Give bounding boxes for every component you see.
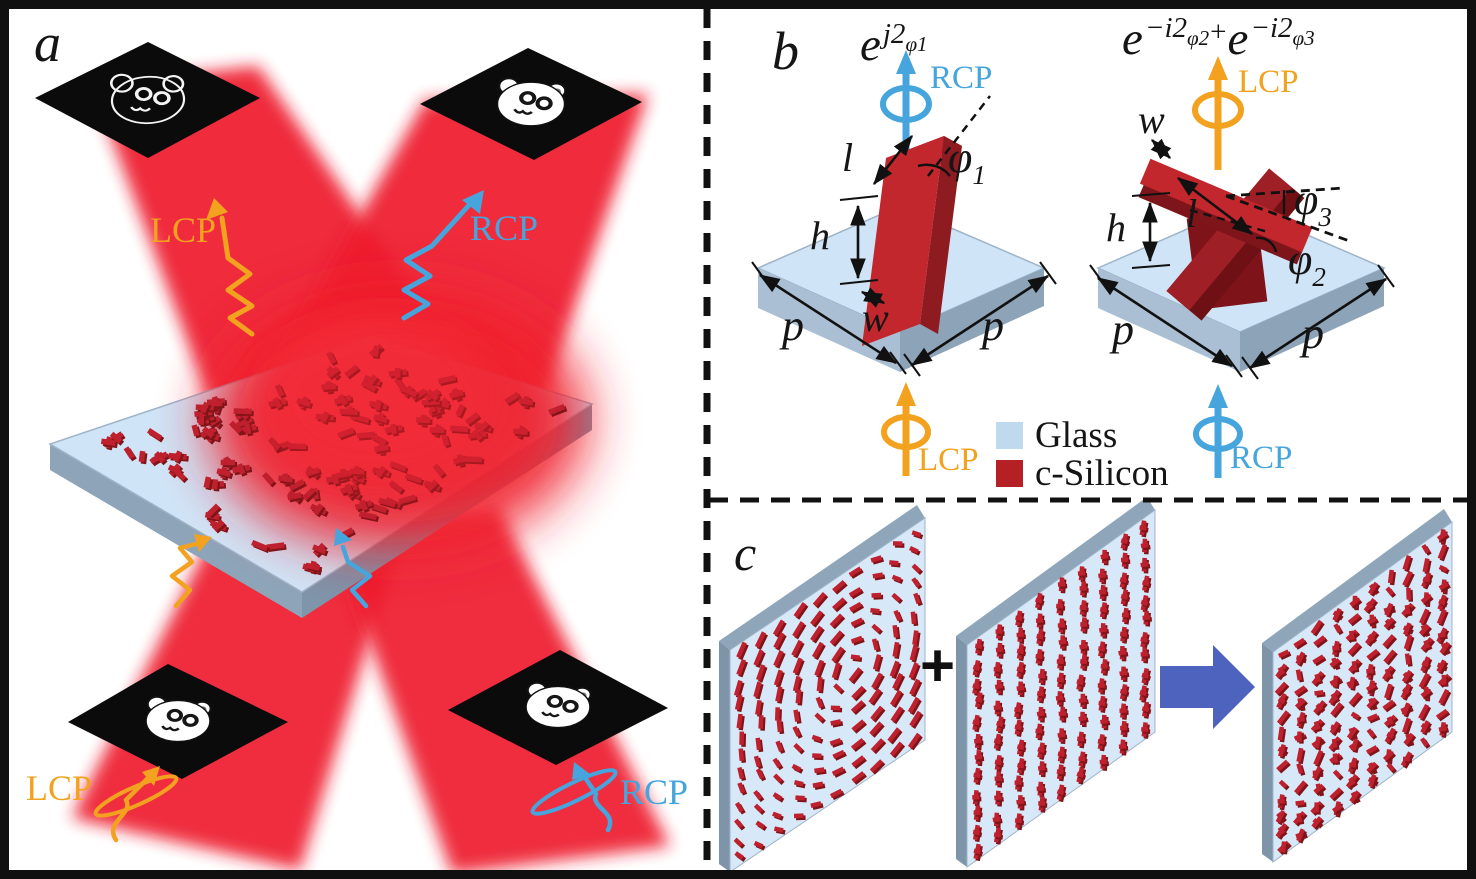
arrowhead [462, 190, 484, 214]
hologram-screens [35, 42, 668, 779]
unit-cell-right [1089, 56, 1395, 478]
plate1-face [729, 517, 926, 873]
lcp-arrow-bottom [111, 773, 153, 843]
arrowhead [896, 50, 916, 74]
arrowhead [572, 762, 590, 780]
circular-pol-loop [1193, 416, 1243, 452]
arrowhead [1208, 384, 1228, 408]
bear-image-filled [497, 78, 565, 126]
bear-image-filled [144, 694, 213, 744]
arrowhead [142, 766, 160, 786]
plate2-edge-top [956, 497, 1155, 645]
arrowhead [1208, 56, 1228, 80]
circular-pol-loop [881, 414, 931, 450]
rcp-arrow-bottom [581, 773, 613, 833]
metasurface-combination [719, 497, 1453, 873]
plate1-nanofins [733, 530, 924, 862]
circular-pol-loop [1192, 91, 1244, 129]
lcp-wave-arrow-top [219, 215, 255, 337]
polarization-arrows-a [93, 190, 618, 843]
plate2-nanofins [972, 520, 1153, 862]
arrowhead [206, 198, 228, 220]
rcp-ellipse-bottom [530, 768, 618, 816]
beam-glow-wash [260, 316, 540, 500]
plate2-edge-left [956, 636, 967, 867]
bear-image-filled [524, 680, 593, 730]
plate1-edge-top [719, 505, 925, 650]
plate3-edge-left [1262, 643, 1273, 862]
arrowhead [896, 382, 916, 406]
lcp-wave-arrow-mid [169, 540, 203, 609]
unit-cell-left [751, 50, 1057, 476]
circular-pol-loop [880, 85, 932, 123]
plate-side-left [50, 444, 302, 618]
rcp-wave-arrow-mid [340, 544, 373, 609]
dimension-lines [751, 95, 1057, 377]
merge-arrow [1160, 645, 1255, 729]
lcp-ellipse-bottom [93, 774, 179, 818]
arrowhead [334, 528, 352, 546]
dimension-lines [1089, 138, 1395, 380]
plate3-nanofins [1274, 528, 1453, 856]
rcp-wave-arrow-top [401, 201, 473, 321]
arrowhead [194, 534, 212, 552]
plate1-edge-left [719, 641, 730, 872]
plate3-edge-top [1262, 509, 1452, 652]
